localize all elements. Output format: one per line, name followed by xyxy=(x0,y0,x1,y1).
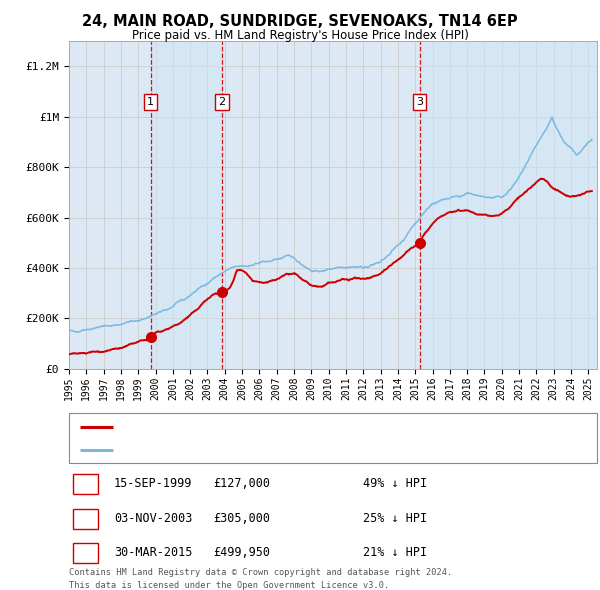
Text: 24, MAIN ROAD, SUNDRIDGE, SEVENOAKS, TN14 6EP (detached house): 24, MAIN ROAD, SUNDRIDGE, SEVENOAKS, TN1… xyxy=(121,421,485,431)
Text: £305,000: £305,000 xyxy=(213,512,270,525)
Text: 21% ↓ HPI: 21% ↓ HPI xyxy=(363,546,427,559)
Text: £499,950: £499,950 xyxy=(213,546,270,559)
Text: 03-NOV-2003: 03-NOV-2003 xyxy=(114,512,193,525)
Text: 3: 3 xyxy=(416,97,423,107)
Text: 24, MAIN ROAD, SUNDRIDGE, SEVENOAKS, TN14 6EP: 24, MAIN ROAD, SUNDRIDGE, SEVENOAKS, TN1… xyxy=(82,14,518,29)
Text: 25% ↓ HPI: 25% ↓ HPI xyxy=(363,512,427,525)
Text: 1: 1 xyxy=(82,478,89,491)
Text: 1: 1 xyxy=(147,97,154,107)
Text: 2: 2 xyxy=(218,97,226,107)
Bar xyxy=(419,41,597,369)
Text: 49% ↓ HPI: 49% ↓ HPI xyxy=(363,477,427,490)
Text: 2: 2 xyxy=(82,512,89,525)
Text: This data is licensed under the Open Government Licence v3.0.: This data is licensed under the Open Gov… xyxy=(69,581,389,589)
Text: 30-MAR-2015: 30-MAR-2015 xyxy=(114,546,193,559)
Text: Price paid vs. HM Land Registry's House Price Index (HPI): Price paid vs. HM Land Registry's House … xyxy=(131,30,469,42)
Text: 3: 3 xyxy=(82,546,89,559)
Text: 15-SEP-1999: 15-SEP-1999 xyxy=(114,477,193,490)
Text: Contains HM Land Registry data © Crown copyright and database right 2024.: Contains HM Land Registry data © Crown c… xyxy=(69,568,452,576)
Bar xyxy=(151,41,222,369)
Text: £127,000: £127,000 xyxy=(213,477,270,490)
Text: HPI: Average price, detached house, Sevenoaks: HPI: Average price, detached house, Seve… xyxy=(121,445,385,455)
